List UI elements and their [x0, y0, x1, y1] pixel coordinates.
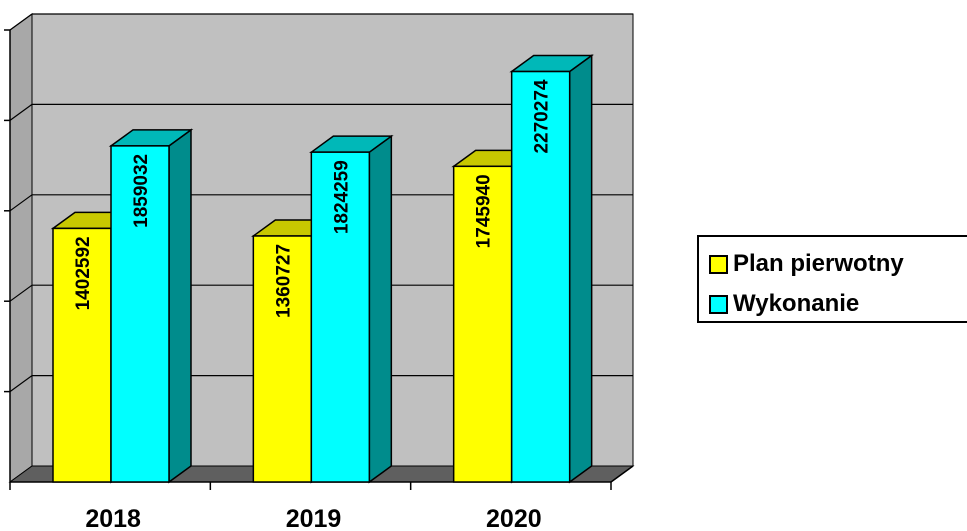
x-axis-depth-line: [610, 465, 634, 483]
bar-2018-wykonanie: [110, 145, 170, 483]
legend-label-plan: Plan pierwotny: [733, 250, 904, 277]
bar-2019-plan: [252, 235, 313, 483]
gridline-side: [9, 13, 33, 31]
value-labels: 1402592 1859032 1360727 1824259 1745940 22702…: [73, 79, 553, 318]
legend-swatch-wykonanie: [709, 294, 728, 314]
legend-swatch-plan: [709, 254, 728, 274]
value-label: 1402592: [73, 236, 94, 310]
x-tick-label: 2019: [286, 505, 342, 531]
category-tick-labels: 2018 2019 2020: [85, 505, 541, 531]
gridline-side: [9, 284, 33, 302]
legend-item-wykonanie: Wykonanie: [709, 290, 859, 318]
bar-side: [368, 134, 393, 484]
value-label: 1824259: [331, 160, 352, 234]
legend: Plan pierwotny Wykonanie: [697, 235, 967, 323]
gridline-side: [9, 194, 33, 212]
bar-side: [568, 54, 593, 484]
gridline-side: [9, 375, 33, 393]
bar-2018-plan: [52, 227, 112, 483]
bars: [50, 54, 594, 484]
bar-2020-wykonanie: [510, 70, 571, 483]
bar-side: [168, 128, 192, 484]
gridline-side: [9, 103, 33, 121]
value-label: 1745940: [474, 174, 495, 248]
side-wall: [9, 13, 33, 483]
legend-item-plan: Plan pierwotny: [709, 250, 904, 278]
value-label: 1859032: [131, 154, 152, 228]
x-tick-label: 2018: [85, 505, 141, 531]
value-label: 1360727: [273, 244, 294, 318]
x-tick-label: 2020: [486, 505, 542, 531]
bar-2019-wykonanie: [310, 151, 371, 483]
legend-label-wykonanie: Wykonanie: [733, 290, 860, 317]
value-label: 2270274: [532, 79, 553, 153]
bar-2020-plan: [452, 165, 513, 483]
